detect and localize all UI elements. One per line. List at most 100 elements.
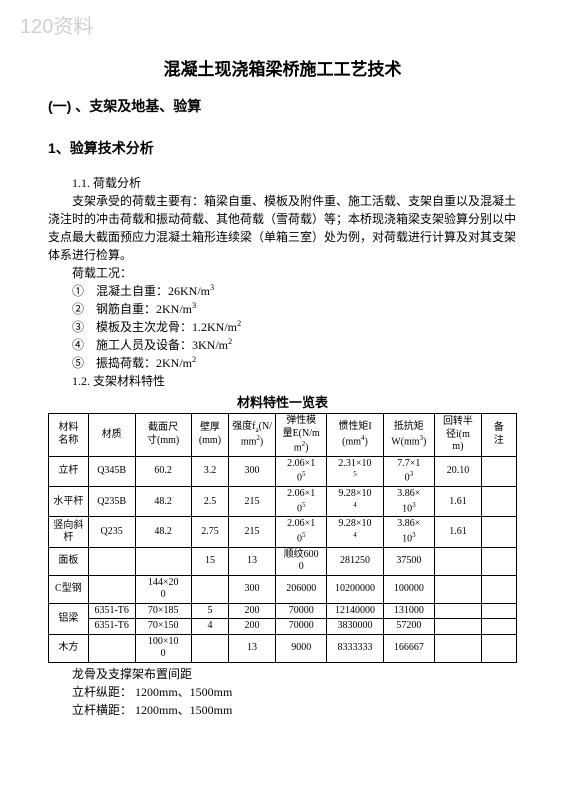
table-cell: 9.28×104: [327, 487, 383, 517]
footer-line-1: 龙骨及支撑架布置间距: [72, 665, 517, 683]
footer-line-2: 立杆纵距： 1200mm、1500mm: [72, 683, 517, 701]
table-cell: 300: [229, 456, 276, 486]
table-cell: 37500: [383, 547, 434, 575]
table-cell: 4: [191, 619, 228, 635]
table-cell: [481, 517, 516, 547]
table-header: 备注: [481, 414, 516, 457]
table-cell: 6351-T6: [88, 603, 135, 619]
table-cell: 1.61: [435, 517, 482, 547]
table-cell: 3.2: [191, 456, 228, 486]
table-cell: [191, 634, 228, 662]
table-header: 强度fa(N/mm2): [229, 414, 276, 457]
table-cell: 面板: [49, 547, 89, 575]
table-cell: 206000: [275, 575, 326, 603]
table-cell: 木方: [49, 634, 89, 662]
table-cell: 7.7×103: [383, 456, 434, 486]
table-header: 壁厚(mm): [191, 414, 228, 457]
table-cell: 1.61: [435, 487, 482, 517]
table-header: 截面尺寸(mm): [135, 414, 191, 457]
table-cell: [88, 634, 135, 662]
table-cell: [481, 547, 516, 575]
table-cell: 顺纹6000: [275, 547, 326, 575]
table-header: 材料名称: [49, 414, 89, 457]
table-cell: 2.5: [191, 487, 228, 517]
paragraph-load-analysis: 支架承受的荷载主要有：箱梁自重、模板及附件重、施工活载、支架自重以及混凝土浇注时…: [48, 192, 517, 264]
table-cell: 144×200: [135, 575, 191, 603]
table-cell: 9.28×104: [327, 517, 383, 547]
table-cell: [481, 456, 516, 486]
table-cell: Q235B: [88, 487, 135, 517]
table-row: 水平杆Q235B48.22.52152.06×1059.28×1043.86×1…: [49, 487, 517, 517]
table-cell: 20.10: [435, 456, 482, 486]
table-cell: 215: [229, 487, 276, 517]
table-cell: [435, 575, 482, 603]
table-cell: 10200000: [327, 575, 383, 603]
section-heading-1: (一) 、支架及地基、验算: [48, 96, 517, 116]
table-cell: [481, 487, 516, 517]
table-cell: [88, 575, 135, 603]
table-cell: [135, 547, 191, 575]
table-cell: 2.31×105: [327, 456, 383, 486]
table-cell: 3.86×103: [383, 487, 434, 517]
table-cell: 12140000: [327, 603, 383, 619]
table-cell: [435, 634, 482, 662]
table-row: 竖向斜杆Q23548.22.752152.06×1059.28×1043.86×…: [49, 517, 517, 547]
heading-1-1: 1.1. 荷载分析: [48, 174, 517, 192]
table-header: 材质: [88, 414, 135, 457]
table-cell: C型钢: [49, 575, 89, 603]
load-list: ① 混凝土自重：26KN/m3② 钢筋自重：2KN/m3③ 模板及主次龙骨：1.…: [48, 282, 517, 372]
table-cell: [435, 547, 482, 575]
table-cell: [481, 603, 516, 619]
table-cell: 15: [191, 547, 228, 575]
table-cell: 70000: [275, 603, 326, 619]
load-item: ④ 施工人员及设备：3KN/m2: [72, 336, 517, 354]
load-item: ③ 模板及主次龙骨：1.2KN/m2: [72, 318, 517, 336]
table-cell: 13: [229, 634, 276, 662]
table-cell: 铝梁: [49, 603, 89, 634]
load-item: ② 钢筋自重：2KN/m3: [72, 300, 517, 318]
table-cell: 70×150: [135, 619, 191, 635]
table-cell: 2.06×105: [275, 517, 326, 547]
table-cell: 166667: [383, 634, 434, 662]
table-cell: 6351-T6: [88, 619, 135, 635]
table-cell: 水平杆: [49, 487, 89, 517]
table-cell: 281250: [327, 547, 383, 575]
document-content: 混凝土现浇箱梁桥施工工艺技术 (一) 、支架及地基、验算 1、验算技术分析 1.…: [0, 0, 565, 719]
watermark: 120资料: [20, 10, 93, 39]
table-cell: 48.2: [135, 517, 191, 547]
footer-notes: 龙骨及支撑架布置间距 立杆纵距： 1200mm、1500mm 立杆横距： 120…: [48, 665, 517, 719]
footer-line-3: 立杆横距： 1200mm、1500mm: [72, 701, 517, 719]
table-cell: 5: [191, 603, 228, 619]
table-cell: 70×185: [135, 603, 191, 619]
table-header: 回转半径i(mm): [435, 414, 482, 457]
table-cell: 200: [229, 603, 276, 619]
table-row: 立杆Q345B60.23.23002.06×1052.31×1057.7×103…: [49, 456, 517, 486]
document-title: 混凝土现浇箱梁桥施工工艺技术: [48, 55, 517, 80]
load-item: ⑤ 振捣荷载：2KN/m2: [72, 354, 517, 372]
table-cell: 48.2: [135, 487, 191, 517]
table-title: 材料特性一览表: [48, 392, 517, 411]
load-item: ① 混凝土自重：26KN/m3: [72, 282, 517, 300]
table-cell: 57200: [383, 619, 434, 635]
table-header: 抵抗矩W(mm3): [383, 414, 434, 457]
table-cell: 3.86×103: [383, 517, 434, 547]
table-cell: [481, 619, 516, 635]
table-row: 木方100×1001390008333333166667: [49, 634, 517, 662]
table-cell: 竖向斜杆: [49, 517, 89, 547]
table-cell: 立杆: [49, 456, 89, 486]
table-cell: 100000: [383, 575, 434, 603]
table-cell: 2.06×105: [275, 456, 326, 486]
table-row: 铝梁6351-T670×18552007000012140000131000: [49, 603, 517, 619]
table-cell: Q235: [88, 517, 135, 547]
table-row: 6351-T670×150420070000383000057200: [49, 619, 517, 635]
material-table: 材料名称材质截面尺寸(mm)壁厚(mm)强度fa(N/mm2)弹性模量E(N/m…: [48, 413, 517, 663]
table-cell: 215: [229, 517, 276, 547]
table-cell: 9000: [275, 634, 326, 662]
table-cell: 70000: [275, 619, 326, 635]
subsection-heading-1: 1、验算技术分析: [48, 138, 517, 158]
table-cell: 300: [229, 575, 276, 603]
table-cell: 2.75: [191, 517, 228, 547]
table-cell: Q345B: [88, 456, 135, 486]
table-cell: 2.06×105: [275, 487, 326, 517]
table-header: 惯性矩I(mm4): [327, 414, 383, 457]
